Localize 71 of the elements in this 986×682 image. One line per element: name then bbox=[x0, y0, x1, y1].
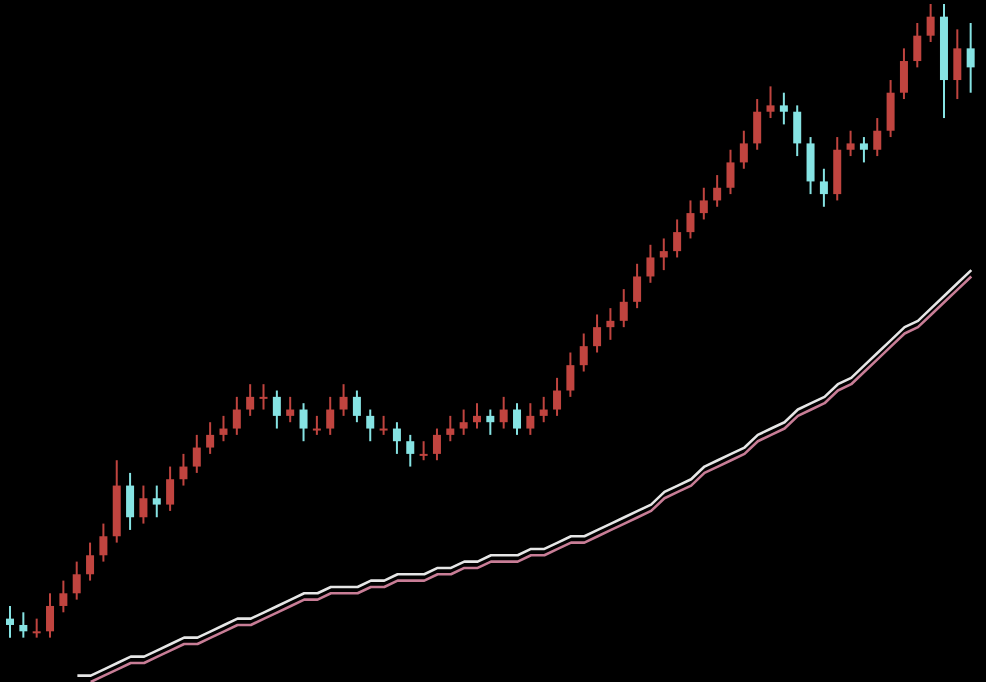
candlestick bbox=[526, 402, 535, 436]
candlestick bbox=[873, 117, 882, 158]
candlestick bbox=[486, 408, 495, 436]
candlestick bbox=[859, 136, 868, 164]
candlestick bbox=[899, 47, 908, 101]
candlestick bbox=[459, 408, 468, 436]
candlestick bbox=[739, 129, 748, 170]
candlestick bbox=[392, 421, 401, 455]
candlestick bbox=[219, 414, 228, 443]
candlestick bbox=[553, 376, 562, 417]
candlestick bbox=[259, 383, 268, 411]
candlestick bbox=[726, 148, 735, 196]
candlestick bbox=[419, 440, 428, 462]
candlestick bbox=[206, 421, 215, 455]
candlestick bbox=[753, 98, 762, 151]
candlestick bbox=[699, 186, 708, 221]
candlestick bbox=[713, 174, 722, 208]
candlestick bbox=[312, 414, 321, 436]
candlestick bbox=[926, 4, 935, 44]
candlestick bbox=[646, 243, 655, 284]
candlestick bbox=[472, 402, 481, 430]
candlestick bbox=[966, 22, 975, 94]
candlestick bbox=[352, 389, 361, 424]
candlestick bbox=[6, 604, 14, 639]
candlestick bbox=[659, 237, 668, 272]
candlestick bbox=[579, 332, 588, 373]
candlestick bbox=[499, 395, 508, 430]
candlestick bbox=[46, 592, 55, 639]
candlestick bbox=[593, 313, 602, 354]
candlestick bbox=[619, 288, 628, 329]
candlestick bbox=[246, 383, 255, 417]
candlestick bbox=[152, 484, 161, 519]
candlestick bbox=[766, 85, 775, 120]
candlestick bbox=[846, 129, 855, 158]
candlestick bbox=[192, 433, 201, 474]
candlestick bbox=[606, 307, 615, 341]
candlestick bbox=[179, 452, 188, 487]
candlestick bbox=[886, 79, 895, 139]
candlestick bbox=[272, 389, 281, 430]
candlestick bbox=[299, 402, 308, 443]
candlestick bbox=[406, 433, 415, 468]
candlestick bbox=[446, 414, 455, 443]
candlestick bbox=[633, 262, 642, 310]
candlestick bbox=[566, 351, 575, 398]
candlestick bbox=[19, 611, 28, 639]
candlestick bbox=[793, 104, 802, 158]
candlestick bbox=[779, 91, 788, 126]
candlestick bbox=[72, 560, 81, 601]
candlestick bbox=[99, 522, 108, 563]
candlestick bbox=[339, 383, 348, 417]
candlestick bbox=[913, 22, 922, 69]
candlestick bbox=[86, 541, 95, 582]
candlestick bbox=[513, 402, 522, 436]
candlestick bbox=[432, 427, 441, 462]
candlestick bbox=[126, 471, 135, 531]
candlestick bbox=[953, 28, 962, 101]
candlestick bbox=[539, 395, 548, 424]
candlestick bbox=[166, 465, 175, 512]
candlestick bbox=[673, 218, 682, 259]
candlestick bbox=[32, 617, 41, 639]
candlestick bbox=[326, 395, 335, 436]
candlestick bbox=[59, 579, 68, 614]
candlestick bbox=[806, 136, 815, 196]
candlestick bbox=[232, 395, 241, 436]
candlestick bbox=[366, 408, 375, 443]
candlestick bbox=[379, 414, 388, 436]
candlestick bbox=[686, 199, 695, 240]
candlestick bbox=[139, 484, 148, 525]
candlestick bbox=[833, 136, 842, 202]
candlestick bbox=[286, 395, 295, 424]
candlestick bbox=[819, 167, 828, 208]
